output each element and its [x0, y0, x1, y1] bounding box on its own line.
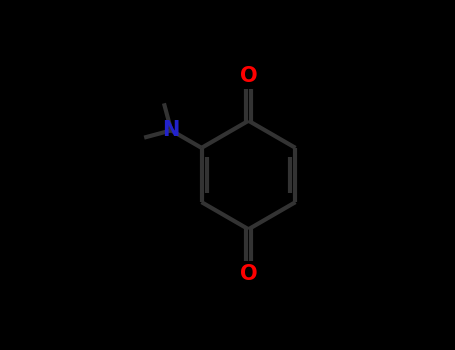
Text: O: O [240, 66, 258, 86]
Text: O: O [240, 264, 258, 284]
Text: N: N [162, 120, 180, 140]
